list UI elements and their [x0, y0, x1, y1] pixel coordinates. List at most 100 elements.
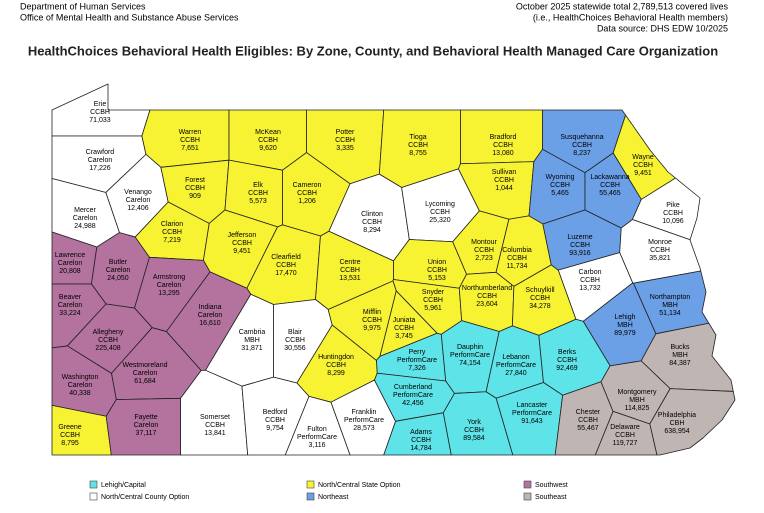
header-right: Data source: DHS EDW 10/2025 [597, 23, 728, 33]
county-name: Clearfield [271, 254, 301, 261]
county-mco: CCBH [335, 137, 355, 144]
county-eligibles: 30,556 [284, 345, 306, 352]
county-name: Greene [58, 424, 81, 431]
county-eligibles: 16,610 [199, 320, 221, 327]
county-name: Delaware [610, 424, 640, 431]
county-eligibles: 20,808 [59, 268, 81, 275]
county-eligibles: 7,219 [163, 237, 181, 244]
county-eligibles: 89,979 [614, 330, 636, 337]
county-mco: MBH [244, 337, 260, 344]
county-mco: CCBH [411, 437, 431, 444]
county-mco: CCBH [340, 267, 360, 274]
county-mco: CCBH [633, 162, 653, 169]
county-mco: CCBH [530, 295, 550, 302]
county-mco: CCBH [362, 317, 382, 324]
county-mco: CCBH [180, 137, 200, 144]
county-mco: Carelon [58, 260, 83, 267]
county-mco: Carelon [73, 215, 98, 222]
county-name: Beaver [59, 294, 82, 301]
county-eligibles: 55,467 [577, 425, 599, 432]
county-name: Elk [253, 182, 263, 189]
county-eligibles: 5,465 [551, 190, 569, 197]
county-eligibles: 61,684 [134, 378, 156, 385]
county-mco: CCBH [557, 357, 577, 364]
county-name: Mifflin [363, 309, 381, 316]
county-name: Fayette [134, 414, 157, 421]
county-name: Somerset [200, 414, 230, 421]
header-left: Office of Mental Health and Substance Ab… [20, 12, 239, 22]
county-eligibles: 24,988 [74, 223, 96, 230]
county-mco: PerformCare [397, 357, 437, 364]
county-eligibles: 24,050 [107, 275, 129, 282]
county-name: Clarion [161, 221, 183, 228]
county-name: Erie [94, 101, 107, 108]
legend-swatch [306, 480, 315, 489]
county-mco: CCBH [550, 182, 570, 189]
county-eligibles: 93,916 [569, 250, 591, 257]
legend-label: Southwest [535, 482, 568, 489]
county-mco: Carelon [198, 312, 223, 319]
county-eligibles: 34,278 [529, 303, 551, 310]
county-name: Lehigh [614, 314, 635, 321]
county-name: Lebanon [502, 354, 529, 361]
county-name: Armstrong [153, 274, 185, 281]
header-left: Department of Human Services [20, 1, 146, 11]
county-name: Columbia [502, 247, 532, 254]
county-name: Juniata [393, 317, 416, 324]
county-name: Crawford [86, 149, 115, 156]
county-mco: MBH [629, 397, 645, 404]
county-mco: CCBH [162, 229, 182, 236]
county-mco: CCBH [423, 297, 443, 304]
county-mco: Carelon [106, 267, 131, 274]
county-name: Jefferson [228, 232, 257, 239]
county-mco: CCBH [248, 190, 268, 197]
county-eligibles: 13,080 [492, 150, 514, 157]
county-name: Chester [576, 409, 601, 416]
county-mco: CCBH [285, 337, 305, 344]
legend-swatch [306, 492, 315, 501]
county-eligibles: 3,335 [336, 145, 354, 152]
county-eligibles: 35,821 [649, 255, 671, 262]
county-eligibles: 9,451 [233, 248, 251, 255]
county-name: Snyder [422, 289, 445, 296]
county-eligibles: 25,320 [429, 217, 451, 224]
county-labels: ErieCCBH71,033CrawfordCarelon17,226Warre… [55, 101, 696, 452]
county-name: Carbon [579, 269, 602, 276]
county-mco: Carelon [133, 370, 158, 377]
legend: Lehigh/Capital North/Central County Optio… [89, 480, 568, 501]
county-eligibles: 37,117 [136, 430, 157, 437]
county-name: Bucks [670, 344, 690, 351]
county-eligibles: 119,727 [613, 440, 638, 447]
county-name: Allegheny [93, 329, 124, 336]
county-mco: CCBH [60, 432, 80, 439]
county-mco: CCBH [276, 262, 296, 269]
county-name: Wayne [632, 154, 654, 161]
legend-swatch [523, 480, 532, 489]
county-name: Mercer [74, 207, 96, 214]
county-name: Adams [410, 429, 432, 436]
county-name: Susquehanna [560, 134, 603, 141]
county-eligibles: 13,732 [579, 285, 601, 292]
county-eligibles: 40,338 [69, 390, 91, 397]
county-name: Lawrence [55, 252, 85, 259]
county-mco: CCBH [90, 109, 110, 116]
county-name: Bradford [490, 134, 517, 141]
county-eligibles: 1,206 [298, 198, 316, 205]
county-mco: PerformCare [297, 434, 337, 441]
county-eligibles: 11,734 [507, 263, 528, 270]
county-shape [105, 397, 181, 456]
county-name: Forest [185, 177, 205, 184]
county-mco: CCBH [615, 432, 635, 439]
county-name: Cumberland [394, 384, 432, 391]
county-eligibles: 9,451 [634, 170, 652, 177]
county-name: Berks [558, 349, 576, 356]
county-mco: CCBH [464, 427, 484, 434]
county-eligibles: 1,044 [495, 185, 513, 192]
county-eligibles: 5,573 [249, 198, 267, 205]
county-mco: Carelon [134, 422, 159, 429]
county-eligibles: 9,975 [363, 325, 381, 332]
county-eligibles: 9,620 [259, 145, 277, 152]
county-eligibles: 42,456 [402, 400, 424, 407]
county-eligibles: 7,651 [181, 145, 199, 152]
county-mco: Carelon [88, 157, 113, 164]
